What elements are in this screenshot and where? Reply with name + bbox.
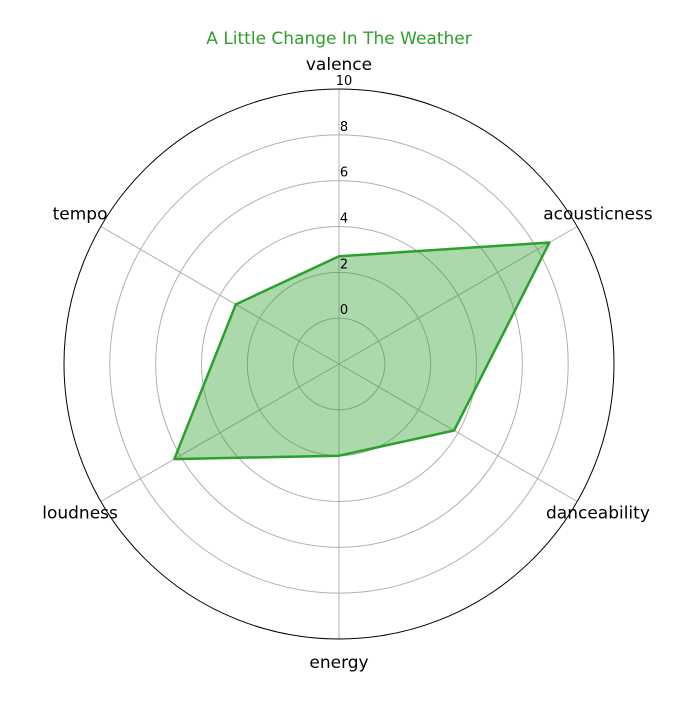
spoke-acousticness [338,226,578,365]
rtick-label-6: 6 [340,166,348,181]
spoke-tempo [100,226,340,365]
radar-frame [63,88,615,640]
radar-series [173,241,551,461]
rtick-label-2: 2 [340,257,348,272]
axis-label-acousticness: acousticness [543,205,653,225]
rtick-label-10: 10 [336,74,353,89]
axis-label-valence: valence [306,55,372,75]
radar-spokes [100,89,578,639]
radial-tick-labels: 0 2 4 6 8 10 [336,74,353,318]
axis-label-danceability: danceability [546,504,650,524]
axis-labels: valence acousticness danceability energy lou… [42,55,653,673]
rtick-label-0: 0 [340,303,348,318]
rtick-label-4: 4 [340,212,348,227]
spoke-danceability [338,363,578,502]
rtick-label-8: 8 [340,120,348,135]
axis-label-loudness: loudness [42,504,118,524]
chart-title: A Little Change In The Weather [206,29,471,49]
axis-label-energy: energy [309,653,368,673]
series-area [174,242,550,460]
axis-label-tempo: tempo [53,205,108,225]
spoke-loudness [100,363,340,502]
